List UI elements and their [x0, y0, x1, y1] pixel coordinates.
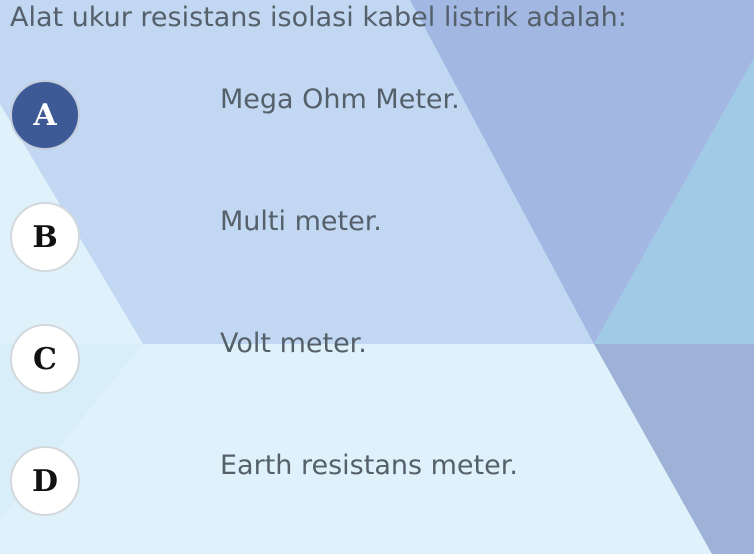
- option-c-badge[interactable]: C: [10, 324, 80, 394]
- option-a-text[interactable]: Mega Ohm Meter.: [220, 84, 460, 115]
- option-a-badge[interactable]: A: [10, 80, 80, 150]
- option-d-badge[interactable]: D: [10, 446, 80, 516]
- option-b-badge[interactable]: B: [10, 202, 80, 272]
- option-b[interactable]: B Multi meter.: [10, 202, 730, 272]
- question-text: Alat ukur resistans isolasi kabel listri…: [10, 2, 627, 33]
- option-b-text[interactable]: Multi meter.: [220, 206, 382, 237]
- option-a[interactable]: A Mega Ohm Meter.: [10, 80, 730, 150]
- option-c-text[interactable]: Volt meter.: [220, 328, 367, 359]
- option-c[interactable]: C Volt meter.: [10, 324, 730, 394]
- option-d-text[interactable]: Earth resistans meter.: [220, 450, 518, 481]
- option-d[interactable]: D Earth resistans meter.: [10, 446, 730, 516]
